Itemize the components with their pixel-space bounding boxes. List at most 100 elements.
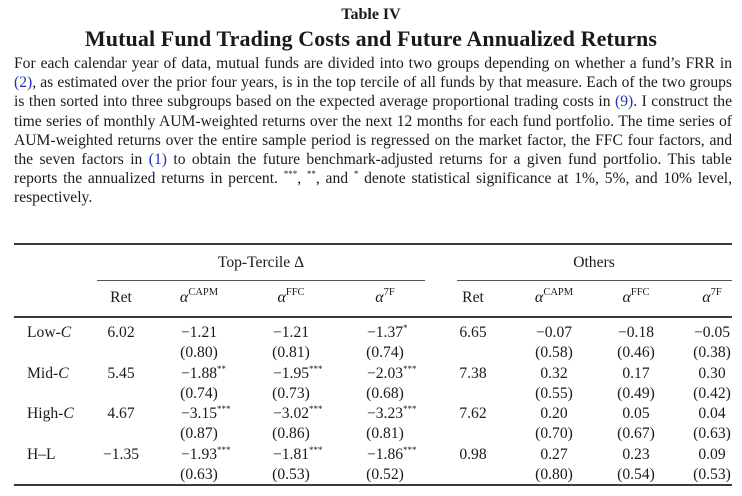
table-cell-standard-error: (0.80)	[535, 466, 573, 483]
row-label-text: Mid-	[27, 365, 59, 382]
table-cell-standard-error: (0.49)	[617, 385, 655, 402]
cell-value: −1.37	[366, 324, 404, 341]
caption-text: ,	[297, 170, 307, 188]
table-cell-value: 0.04	[672, 405, 742, 423]
cell-value: 0.32	[540, 365, 568, 382]
cell-value: −1.21	[180, 324, 218, 341]
table-cell-standard-error: (0.74)	[366, 344, 404, 361]
table-cell-value: 6.65	[433, 324, 513, 342]
column-header: Ret	[433, 289, 513, 307]
table-cell-value: −1.37*	[345, 324, 425, 342]
cell-value: 0.98	[459, 446, 487, 463]
column-header-base: α	[375, 289, 384, 306]
column-header: α7F	[672, 287, 742, 307]
table-cell-standard-error: (0.54)	[617, 466, 655, 483]
column-header-base: Ret	[110, 289, 132, 306]
table-cell-standard-error: (0.73)	[272, 385, 310, 402]
group-rule-top-tercile	[97, 280, 425, 281]
row-label: Low-C	[27, 324, 71, 342]
table-cell-value: −1.86***	[345, 446, 425, 464]
table-cell-value: 0.17	[596, 365, 676, 383]
table-cell-value: −1.21	[159, 324, 239, 342]
table-cell-standard-error: (0.58)	[535, 344, 573, 361]
significance-stars: ***	[403, 404, 417, 414]
caption-text: , and	[315, 170, 354, 188]
table-cell-standard-error: (0.63)	[180, 466, 218, 483]
table-cell-standard-error: (0.55)	[535, 385, 573, 402]
table-cell-value: 0.98	[433, 446, 513, 464]
table-cell-value: −1.95***	[251, 365, 331, 383]
table-cell-value: 0.20	[514, 405, 594, 423]
table-cell-value: −1.35	[81, 446, 161, 464]
table-cell-value: −1.88**	[159, 365, 239, 383]
equation-ref-link[interactable]: (9)	[615, 93, 634, 111]
row-label: H–L	[27, 446, 56, 464]
table-cell-standard-error: (0.70)	[535, 425, 573, 442]
table-cell-standard-error: (0.46)	[617, 344, 655, 361]
cell-value: 7.38	[459, 365, 487, 382]
row-label-text: Low-	[27, 324, 61, 341]
table-cell-value: 0.27	[514, 446, 594, 464]
caption-text: . I construct the time series of monthly…	[14, 93, 733, 169]
group-header: Others	[573, 254, 615, 271]
table-cell-standard-error: (0.87)	[180, 425, 218, 442]
row-label: High-C	[27, 405, 74, 423]
table-cell-value: −2.03***	[345, 365, 425, 383]
cell-value: 0.30	[698, 365, 726, 382]
column-header-superscript: 7F	[710, 287, 722, 298]
cell-value: 4.67	[107, 405, 135, 422]
cell-value: −0.05	[693, 324, 731, 341]
column-header: α7F	[345, 287, 425, 307]
column-header: αFFC	[251, 287, 331, 307]
cell-value: −1.81	[272, 446, 310, 463]
group-rule-others	[457, 280, 732, 281]
column-header-base: α	[277, 289, 286, 306]
table-cell-standard-error: (0.67)	[617, 425, 655, 442]
column-header-base: Ret	[462, 289, 484, 306]
significance-stars: ***	[217, 445, 231, 455]
row-label-symbol: C	[58, 365, 69, 382]
cell-value: 0.17	[622, 365, 650, 382]
cell-value: −1.95	[272, 365, 310, 382]
column-header: αCAPM	[514, 287, 594, 307]
table-cell-value: 7.38	[433, 365, 513, 383]
cell-value: −3.15	[180, 405, 218, 422]
table-cell-standard-error: (0.53)	[272, 466, 310, 483]
cell-value: 0.20	[540, 405, 568, 422]
table-label: Table IV	[341, 6, 401, 23]
table-cell-standard-error: (0.53)	[693, 466, 731, 483]
cell-value: −1.93	[180, 446, 218, 463]
table-cell-standard-error: (0.42)	[693, 385, 731, 402]
cell-value: 6.02	[107, 324, 135, 341]
table-cell-value: 0.09	[672, 446, 742, 464]
cell-value: −1.35	[102, 446, 140, 463]
table-bottom-rule	[14, 484, 732, 486]
table-cell-value: −3.23***	[345, 405, 425, 423]
table-cell-value: 0.05	[596, 405, 676, 423]
column-header-superscript: CAPM	[543, 287, 574, 298]
significance-stars: ***	[309, 404, 323, 414]
caption-text: to obtain the future benchmark-adjusted …	[14, 151, 732, 188]
significance-stars: ***	[309, 445, 323, 455]
table-cell-standard-error: (0.86)	[272, 425, 310, 442]
equation-ref-link[interactable]: (2)	[14, 74, 33, 92]
cell-value: 0.04	[698, 405, 726, 422]
column-header-superscript: FFC	[285, 287, 305, 298]
significance-stars: ***	[283, 169, 298, 180]
cell-value: 7.62	[459, 405, 487, 422]
equation-ref-link[interactable]: (1)	[148, 151, 167, 169]
table-cell-value: 0.32	[514, 365, 594, 383]
table-cell-value: 7.62	[433, 405, 513, 423]
table-cell-standard-error: (0.80)	[180, 344, 218, 361]
table-cell-value: −3.15***	[159, 405, 239, 423]
column-header-base: α	[179, 289, 189, 306]
table-top-rule	[14, 243, 732, 245]
column-header: αCAPM	[159, 287, 239, 307]
significance-stars: *	[403, 323, 408, 333]
significance-stars: ***	[403, 364, 417, 374]
significance-stars: **	[306, 169, 316, 180]
cell-value: 0.09	[698, 446, 726, 463]
caption-text: , as estimated over the prior four years…	[14, 74, 732, 111]
table-cell-value: −3.02***	[251, 405, 331, 423]
cell-value: 6.65	[459, 324, 487, 341]
